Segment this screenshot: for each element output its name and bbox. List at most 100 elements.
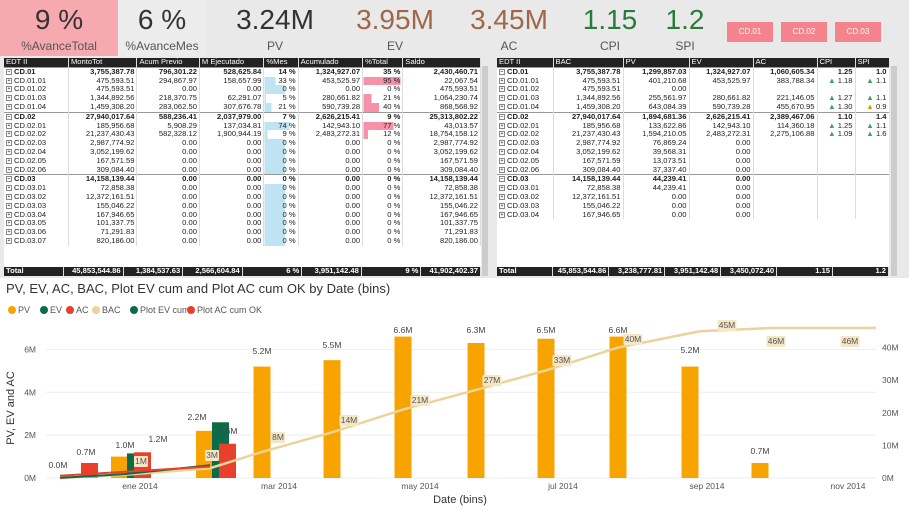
table-row[interactable]: + CD.01.03 1,344,892.56 255,561.97 280,661.8… [497, 94, 889, 103]
table-row[interactable]: + CD.03.01 72,858.38 44,239.41 0.00 [497, 184, 889, 193]
table-row[interactable]: + CD.03.04 167,946.65 0.00 0.00 [497, 210, 889, 220]
table-row[interactable]: + CD.03.03 155,046.22 0.00 0.00 0 % 0.00 0 % 155… [4, 201, 481, 211]
pv-bar[interactable] [253, 366, 271, 478]
group-row[interactable]: − CD.02 27,940,017.64 588,236.41 2,037,979.0… [4, 111, 481, 122]
collapse-icon[interactable]: − [499, 176, 505, 183]
table-row[interactable]: + CD.03.02 12,372,161.51 0.00 0.00 0 % 0.00 0 %… [4, 192, 481, 202]
expand-icon[interactable]: + [499, 166, 505, 173]
expand-icon[interactable]: + [6, 229, 12, 236]
legend-label[interactable]: AC [76, 305, 89, 315]
pv-bar[interactable] [609, 336, 627, 478]
table-row[interactable]: + CD.03.07 820,186.00 0.00 0.00 0 % 0.00 0 % 820… [4, 236, 481, 246]
expand-icon[interactable]: + [499, 185, 505, 192]
collapse-icon[interactable]: − [6, 68, 12, 75]
expand-icon[interactable]: + [6, 148, 12, 155]
column-header[interactable]: BAC [553, 58, 624, 68]
table-row[interactable]: + CD.01.01 475,593.51 401,210.68 453,525.97 3… [497, 76, 889, 86]
table-row[interactable]: + CD.03.02 12,372,161.51 0.00 0.00 [497, 192, 889, 202]
expand-icon[interactable]: + [6, 185, 12, 192]
expand-icon[interactable]: + [499, 86, 505, 93]
table-row[interactable]: + CD.02.01 185,956.68 5,908.29 137,034.81 74 … [4, 121, 481, 131]
expand-icon[interactable]: + [499, 103, 505, 110]
expand-icon[interactable]: + [499, 95, 505, 102]
expand-icon[interactable]: + [499, 131, 505, 138]
column-header[interactable]: %Mes [263, 58, 299, 68]
filter-button-cd-03[interactable]: CD.03 [835, 22, 881, 42]
expand-icon[interactable]: + [6, 77, 12, 84]
collapse-icon[interactable]: − [499, 113, 505, 120]
collapse-icon[interactable]: − [6, 113, 12, 120]
table-row[interactable]: + CD.03.04 167,946.65 0.00 0.00 0 % 0.00 0 % 167… [4, 210, 481, 220]
group-row[interactable]: − CD.02 27,940,017.64 1,894,681.36 2,626,215… [497, 111, 889, 122]
pv-bar[interactable] [681, 366, 699, 478]
group-row[interactable]: − CD.01 3,755,387.78 796,301.22 528,625.84 14… [4, 66, 481, 77]
expand-icon[interactable]: + [499, 202, 505, 209]
column-header[interactable]: Acum Previo [136, 58, 200, 68]
right-table-scrollbar[interactable] [891, 66, 897, 276]
table-row[interactable]: + CD.02.03 2,987,774.92 0.00 0.00 0 % 0.00 0 % 2… [4, 139, 481, 148]
column-header[interactable]: AC [753, 58, 818, 68]
filter-button-cd-01[interactable]: CD.01 [727, 22, 773, 42]
expand-icon[interactable]: + [6, 193, 12, 200]
pv-bar[interactable] [394, 336, 412, 478]
column-header[interactable]: Saldo [402, 58, 481, 68]
column-header[interactable]: Acumulado [298, 58, 364, 68]
table-row[interactable]: + CD.03.05 101,337.75 0.00 0.00 0 % 0.00 0 % 101… [4, 219, 481, 229]
table-row[interactable]: + CD.03.03 155,046.22 0.00 0.00 [497, 201, 889, 211]
expand-icon[interactable]: + [499, 157, 505, 164]
expand-icon[interactable]: + [6, 237, 12, 244]
table-row[interactable]: + CD.01.02 475,593.51 0.00 0.00 0 % 0.00 0 % 475… [4, 85, 481, 95]
pv-bar[interactable] [323, 360, 341, 478]
pv-bar[interactable] [537, 338, 555, 478]
table-row[interactable]: + CD.02.04 3,052,199.62 0.00 0.00 0 % 0.00 0 % 3… [4, 147, 481, 157]
column-header[interactable]: EDT II [497, 58, 554, 68]
group-row[interactable]: − CD.01 3,755,387.78 1,299,857.03 1,324,927.… [497, 66, 889, 77]
expand-icon[interactable]: + [6, 211, 12, 218]
ac-bar[interactable] [219, 443, 236, 478]
expand-icon[interactable]: + [499, 140, 505, 147]
evm-table[interactable]: EDT II BAC PV EV AC CPI SPI − CD.01 3,755,387.78 1… [497, 58, 889, 276]
column-header[interactable]: SPI [855, 58, 889, 68]
detail-table[interactable]: EDT II MontoTot Acum Previo M Ejecutado %Mes… [4, 58, 481, 276]
table-row[interactable]: + CD.02.02 21,237,430.43 1,594,210.05 2,483,… [497, 130, 889, 140]
expand-icon[interactable]: + [6, 103, 12, 110]
legend-label[interactable]: PV [18, 305, 30, 315]
expand-icon[interactable]: + [6, 86, 12, 93]
column-header[interactable]: %Total [362, 58, 404, 68]
expand-icon[interactable]: + [6, 157, 12, 164]
collapse-icon[interactable]: − [6, 176, 12, 183]
table-row[interactable]: + CD.02.02 21,237,430.43 582,328.12 1,900,94… [4, 130, 481, 140]
expand-icon[interactable]: + [6, 140, 12, 147]
table-row[interactable]: + CD.01.02 475,593.51 0.00 [497, 85, 889, 95]
table-row[interactable]: + CD.02.01 185,956.68 133,622.86 142,943.10 1… [497, 121, 889, 131]
column-header[interactable]: CPI [817, 58, 856, 68]
pv-bar[interactable] [467, 343, 485, 478]
expand-icon[interactable]: + [6, 131, 12, 138]
left-table-scrollbar[interactable] [482, 66, 488, 276]
expand-icon[interactable]: + [6, 220, 12, 227]
collapse-icon[interactable]: − [499, 68, 505, 75]
column-header[interactable]: MontoTot [68, 58, 138, 68]
expand-icon[interactable]: + [499, 148, 505, 155]
table-row[interactable]: + CD.02.06 309,084.40 37,337.40 0.00 [497, 165, 889, 175]
filter-button-cd-02[interactable]: CD.02 [781, 22, 827, 42]
column-header[interactable]: EDT II [4, 58, 69, 68]
table-row[interactable]: + CD.01.01 475,593.51 294,867.97 158,657.99 3… [4, 76, 481, 86]
expand-icon[interactable]: + [499, 77, 505, 84]
expand-icon[interactable]: + [499, 211, 505, 218]
expand-icon[interactable]: + [499, 122, 505, 129]
expand-icon[interactable]: + [6, 202, 12, 209]
table-row[interactable]: + CD.02.05 167,571.59 13,073.51 0.00 [497, 156, 889, 166]
legend-label[interactable]: BAC [102, 305, 121, 315]
legend-label[interactable]: EV [50, 305, 62, 315]
expand-icon[interactable]: + [6, 166, 12, 173]
column-header[interactable]: EV [689, 58, 754, 68]
table-row[interactable]: + CD.01.04 1,459,308.20 283,062.50 307,676.7… [4, 102, 481, 113]
table-row[interactable]: + CD.01.03 1,344,892.56 218,370.75 62,291.07… [4, 94, 481, 103]
legend-label[interactable]: Plot AC cum OK [197, 305, 262, 315]
table-row[interactable]: + CD.01.04 1,459,308.20 643,084.39 590,739.2… [497, 102, 889, 113]
expand-icon[interactable]: + [499, 193, 505, 200]
expand-icon[interactable]: + [6, 122, 12, 129]
table-row[interactable]: + CD.02.06 309,084.40 0.00 0.00 0 % 0.00 0 % 309… [4, 165, 481, 175]
table-row[interactable]: + CD.02.04 3,052,199.62 39,568.31 0.00 [497, 147, 889, 157]
